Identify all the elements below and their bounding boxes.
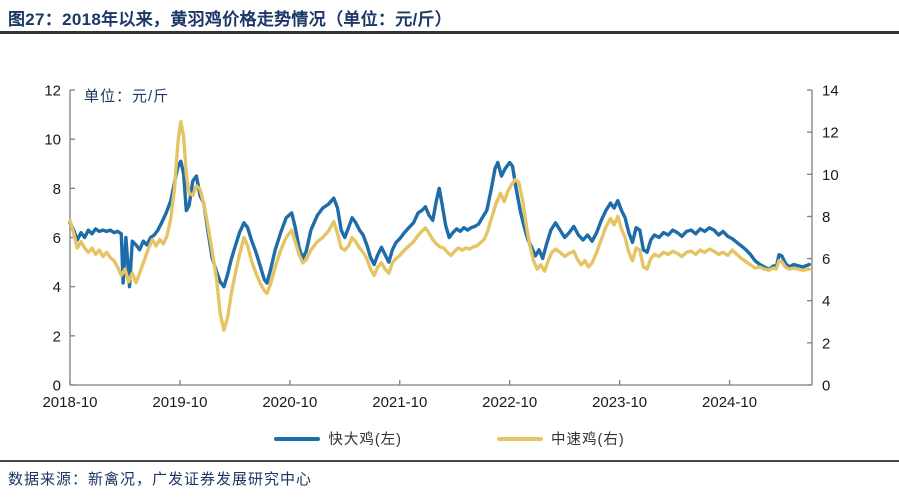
unit-label: 单位：元/斤 [84, 88, 169, 105]
legend-item-medium-chicken: 中速鸡(右) [497, 428, 625, 449]
x-tick-label: 2018-10 [42, 394, 97, 411]
x-tick-label: 2023-10 [592, 394, 647, 411]
x-tick-label: 2021-10 [372, 394, 427, 411]
y-left-tick-label: 0 [53, 378, 61, 395]
series-line-fast-chicken [68, 159, 811, 289]
title-divider [0, 31, 899, 34]
y-left-tick-label: 4 [53, 279, 61, 296]
fast-chicken-line-swatch [274, 436, 321, 441]
legend-label-medium-chicken: 中速鸡(右) [551, 432, 625, 448]
y-left-tick-label: 2 [53, 328, 61, 345]
x-tick-label: 2019-10 [152, 394, 207, 411]
series-line-medium-chicken [68, 119, 811, 332]
x-tick-label: 2024-10 [702, 394, 757, 411]
figure-title: 图27：2018年以来，黄羽鸡价格走势情况（单位：元/斤） [8, 10, 453, 29]
footer-divider [0, 460, 899, 462]
medium-chicken-line-swatch [497, 436, 543, 441]
y-left-tick-label: 12 [44, 83, 61, 100]
y-right-tick-label: 2 [822, 335, 830, 352]
y-right-tick-label: 0 [822, 378, 830, 395]
price-line-chart: 0 2 4 6 8 10 12 0 2 4 6 8 10 12 14 2018-10 2019-10 2020-1… [42, 83, 839, 412]
y-left-tick-label: 10 [44, 132, 61, 149]
legend-item-fast-chicken: 快大鸡(左) [274, 428, 402, 449]
data-source-note: 数据来源：新禽况，广发证券发展研究中心 [8, 471, 313, 488]
y-left-tick-label: 8 [53, 181, 61, 198]
y-right-tick-label: 6 [822, 251, 830, 268]
chart-legend: 快大鸡(左) 中速鸡(右) [0, 428, 899, 449]
y-right-tick-label: 14 [822, 83, 839, 100]
x-tick-label: 2022-10 [482, 394, 537, 411]
y-right-tick-label: 8 [822, 209, 830, 226]
y-right-tick-label: 10 [822, 167, 839, 184]
y-right-tick-label: 12 [822, 125, 839, 142]
y-right-tick-label: 4 [822, 293, 830, 310]
x-tick-label: 2020-10 [262, 394, 317, 411]
y-left-tick-label: 6 [53, 230, 61, 247]
legend-label-fast-chicken: 快大鸡(左) [328, 432, 402, 448]
